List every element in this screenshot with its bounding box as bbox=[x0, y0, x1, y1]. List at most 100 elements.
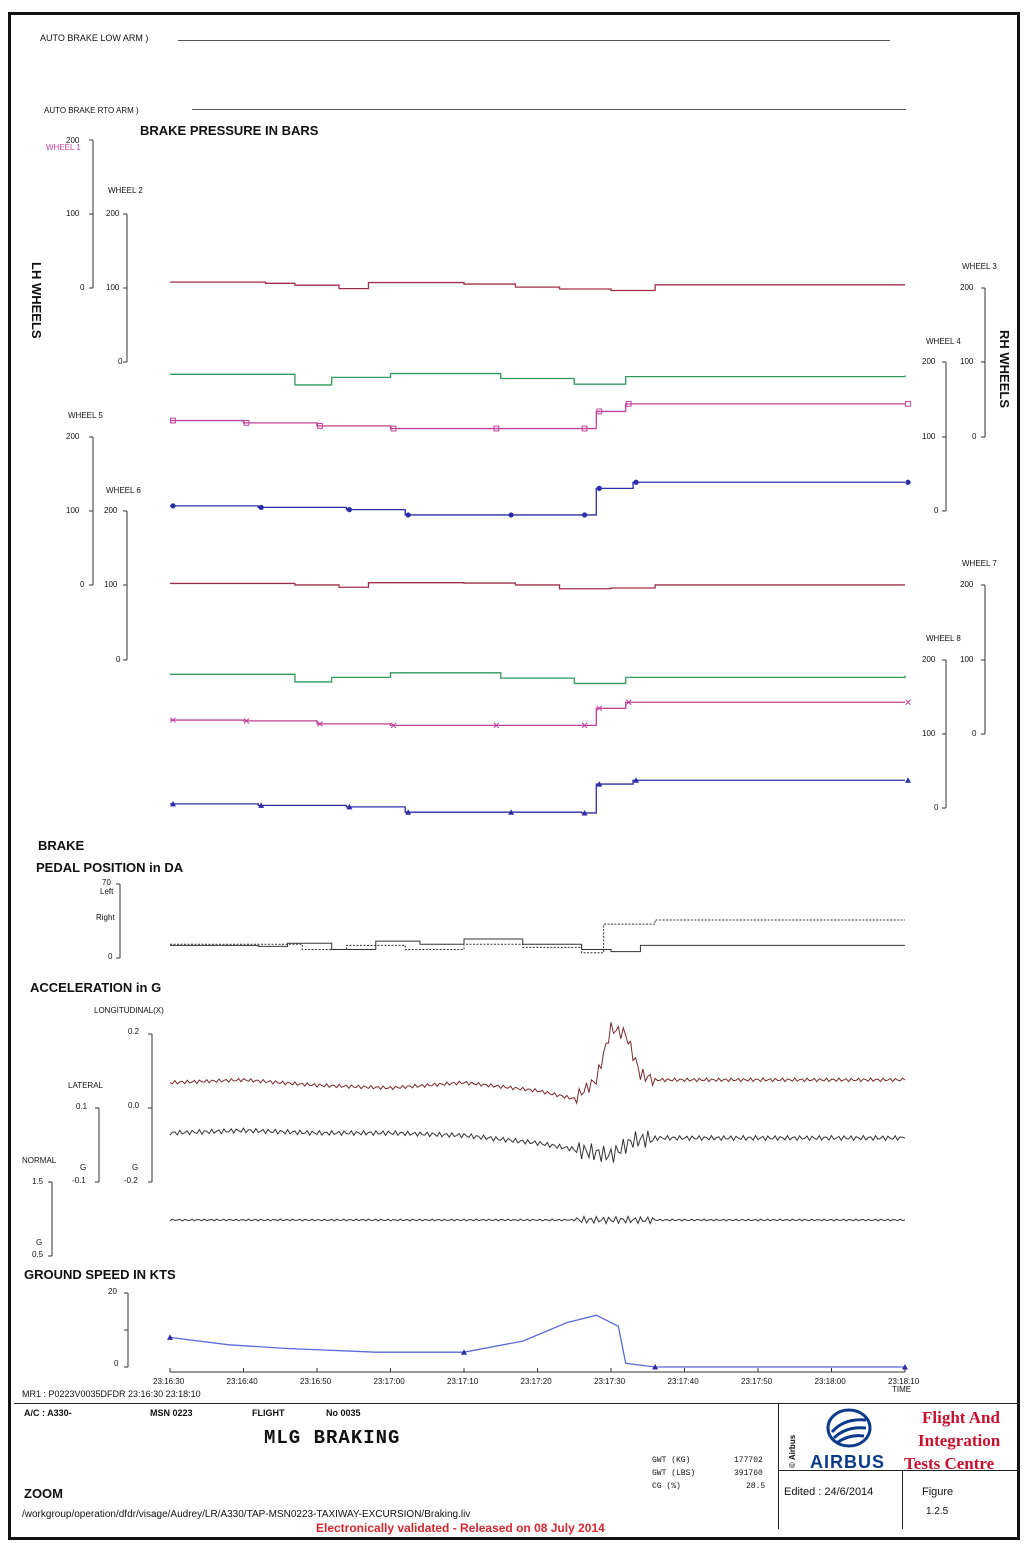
wheel5-label: WHEEL 5 bbox=[68, 411, 103, 420]
tick-w8-100: 100 bbox=[922, 729, 936, 738]
airbus-wordmark: AIRBUS bbox=[810, 1452, 886, 1472]
titleblock-top-rule bbox=[14, 1403, 1020, 1404]
norm-g-label: G bbox=[36, 1238, 43, 1247]
pedal-right-series bbox=[170, 919, 905, 954]
time-tick-label: 23:17:40 bbox=[667, 1377, 699, 1386]
zoom-label: ZOOM bbox=[24, 1486, 63, 1501]
auto-brake-rto-line bbox=[192, 109, 906, 110]
auto-brake-low-label: AUTO BRAKE LOW ARM ) bbox=[40, 33, 149, 43]
fitc-line-3: Tests Centre bbox=[904, 1454, 995, 1473]
time-tick-label: 23:17:50 bbox=[741, 1377, 773, 1386]
tick-w2-0: 0 bbox=[118, 357, 123, 366]
time-tick-label: 23:16:40 bbox=[226, 1377, 258, 1386]
wheel-7-marker bbox=[317, 721, 323, 727]
tick-long-02: 0.2 bbox=[128, 1027, 140, 1036]
wheel-3-marker bbox=[390, 425, 397, 432]
wheel-7-marker bbox=[493, 722, 500, 729]
validated-stamp: Electronically validated - Released on 0… bbox=[316, 1521, 605, 1535]
msn-label: MSN 0223 bbox=[150, 1408, 193, 1418]
pedal-title-1: BRAKE bbox=[38, 838, 85, 853]
wheel-3-marker bbox=[905, 400, 911, 407]
gwt-kg-label: GWT (KG) bbox=[652, 1456, 691, 1465]
wheel-3-marker bbox=[317, 422, 323, 429]
wheel7-label: WHEEL 7 bbox=[962, 559, 997, 568]
wheel-3-marker bbox=[493, 425, 500, 432]
edited-date: Edited : 24/6/2014 bbox=[784, 1486, 874, 1498]
wheel-3-series bbox=[170, 403, 905, 430]
tick-speed-20: 20 bbox=[108, 1287, 117, 1296]
tick-lat-m01: -0.1 bbox=[72, 1176, 86, 1185]
flight-no: No 0035 bbox=[326, 1408, 361, 1418]
wheel-7-marker bbox=[905, 699, 911, 706]
fitc-line-1: Flight And bbox=[922, 1408, 1000, 1427]
time-tick-label: 23:16:50 bbox=[300, 1377, 332, 1386]
figure-number: 1.2.5 bbox=[926, 1506, 949, 1517]
wheel-4-marker bbox=[346, 507, 352, 513]
wheel-7-marker bbox=[581, 722, 588, 729]
wheel-3-marker bbox=[581, 425, 588, 432]
tick-w8-0: 0 bbox=[934, 803, 939, 812]
acceleration-title: ACCELERATION in G bbox=[30, 980, 162, 995]
longitudinal-x--accel-series bbox=[169, 1022, 906, 1105]
ground-speed-marker bbox=[167, 1334, 173, 1340]
wheel-4-marker bbox=[258, 504, 264, 510]
tick-w4-200: 200 bbox=[922, 357, 936, 366]
auto-brake-rto-label: AUTO BRAKE RTO ARM ) bbox=[44, 106, 139, 115]
tick-w7-0: 0 bbox=[972, 729, 977, 738]
titleblock-divider-1 bbox=[778, 1403, 779, 1529]
time-tick-label: 23:17:10 bbox=[447, 1377, 479, 1386]
time-tick-label: 23:18:10 bbox=[888, 1377, 920, 1386]
wheel-8-series bbox=[170, 779, 905, 814]
wheel-8-marker bbox=[508, 809, 515, 815]
wheel-1-series bbox=[170, 281, 905, 292]
wheel-7-marker bbox=[625, 699, 632, 706]
tick-pedal-0: 0 bbox=[108, 952, 113, 961]
wheel-5-series bbox=[170, 582, 905, 590]
tick-lat-01: 0.1 bbox=[76, 1102, 88, 1111]
cg-value: 28.5 bbox=[746, 1482, 766, 1491]
wheel-8-marker bbox=[405, 809, 412, 815]
cg-label: CG (%) bbox=[652, 1482, 681, 1491]
lateral-accel-series bbox=[169, 1127, 906, 1163]
wheel-7-marker bbox=[596, 705, 603, 712]
longitudinal-label: LONGITUDINAL(X) bbox=[94, 1006, 164, 1015]
wheel4-label: WHEEL 4 bbox=[926, 337, 961, 346]
time-tick-label: 23:17:30 bbox=[594, 1377, 626, 1386]
pedal-right-label: Right bbox=[96, 913, 115, 922]
wheel-8-marker bbox=[346, 803, 353, 810]
time-axis-label: TIME bbox=[892, 1385, 912, 1394]
wheel-8-marker bbox=[633, 777, 640, 783]
long-g-label: G bbox=[132, 1163, 139, 1172]
wheel6-label: WHEEL 6 bbox=[106, 486, 141, 495]
titleblock-mid-rule bbox=[778, 1470, 1020, 1471]
wheel-3-marker bbox=[625, 400, 632, 407]
tick-w1-100: 100 bbox=[66, 209, 80, 218]
wheel-4-series bbox=[170, 481, 905, 516]
tick-w4-100: 100 bbox=[922, 432, 936, 441]
tick-w2-200: 200 bbox=[106, 209, 120, 218]
wheel-7-marker bbox=[243, 717, 250, 724]
wheel-8-marker bbox=[596, 781, 603, 787]
figure-label: Figure bbox=[922, 1486, 954, 1498]
wheel-4-marker bbox=[633, 479, 639, 485]
wheel2-label: WHEEL 2 bbox=[108, 186, 143, 195]
tick-long-00: 0.0 bbox=[128, 1101, 140, 1110]
series-layer bbox=[169, 281, 906, 1368]
tick-pedal-70: 70 bbox=[102, 878, 111, 887]
page-frame bbox=[8, 12, 1020, 1540]
tick-w5-0: 0 bbox=[80, 580, 85, 589]
ground-speed-marker bbox=[461, 1349, 467, 1355]
auto-brake-low-line bbox=[178, 40, 890, 41]
wheel-3-marker bbox=[596, 408, 603, 415]
tick-w3-100: 100 bbox=[960, 357, 974, 366]
tick-norm-05: 0.5 bbox=[32, 1250, 44, 1259]
titleblock-divider-2 bbox=[902, 1470, 903, 1529]
figure-title: MLG BRAKING bbox=[264, 1427, 401, 1449]
tick-w7-100: 100 bbox=[960, 655, 974, 664]
lh-wheels-label: LH WHEELS bbox=[29, 262, 44, 339]
ground-speed-marker bbox=[902, 1364, 908, 1370]
tick-long-m02: -0.2 bbox=[124, 1176, 138, 1185]
time-tick-label: 23:18:00 bbox=[814, 1377, 846, 1386]
wheel3-label: WHEEL 3 bbox=[962, 262, 997, 271]
